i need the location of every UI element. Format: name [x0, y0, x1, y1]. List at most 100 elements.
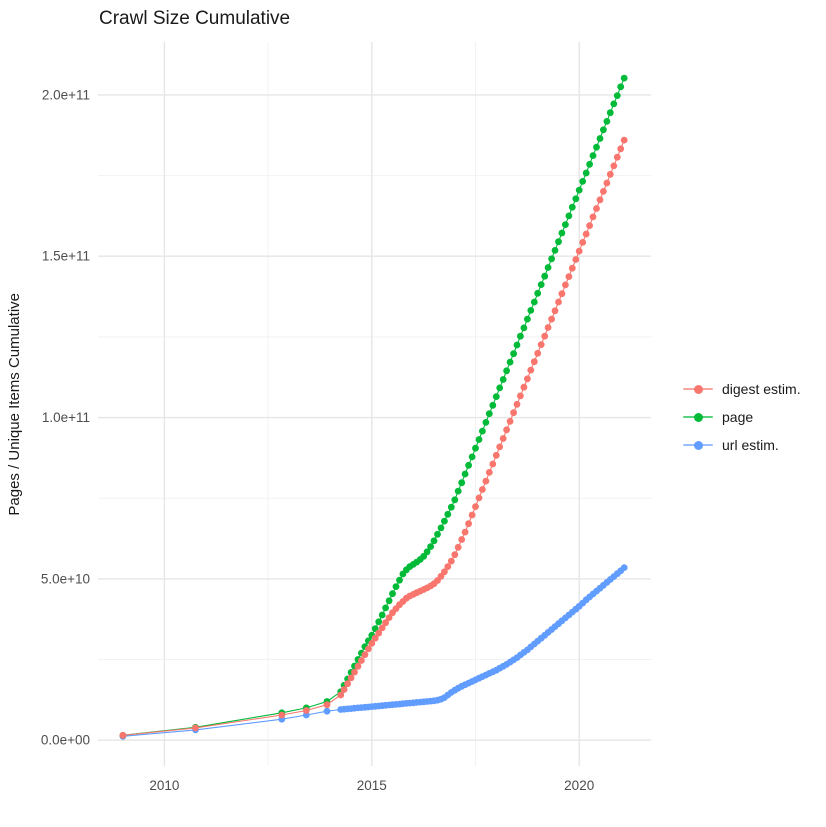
data-point: [568, 203, 576, 211]
data-point: [603, 179, 611, 187]
data-point: [437, 524, 445, 532]
data-point: [278, 711, 286, 719]
legend: digest estim. page url estim.: [683, 380, 801, 454]
data-point: [465, 461, 472, 469]
data-point: [510, 409, 517, 417]
data-point: [503, 426, 510, 434]
data-point: [351, 668, 358, 676]
data-point: [485, 410, 493, 418]
data-point: [517, 332, 524, 340]
data-point: [337, 691, 345, 699]
data-point: [382, 619, 389, 627]
data-point: [192, 724, 199, 732]
data-point: [596, 196, 604, 204]
data-point: [606, 109, 614, 117]
series-url-estim: [119, 564, 628, 740]
data-point: [568, 264, 576, 272]
data-point: [368, 640, 376, 647]
data-point: [479, 486, 486, 493]
data-point: [593, 143, 600, 151]
data-point: [575, 247, 583, 255]
data-point: [392, 583, 400, 590]
y-axis-tick-labels: 0.0e+00 5.0e+10 1.0e+11 1.5e+11 2.0e+11: [41, 87, 90, 747]
data-point: [382, 604, 389, 612]
data-point: [534, 289, 542, 297]
data-point: [555, 238, 562, 246]
data-point: [340, 686, 348, 693]
series-page: [119, 74, 628, 739]
gridlines-minor: [98, 42, 651, 766]
legend-key-digest-estim: [683, 380, 713, 398]
data-point: [520, 324, 528, 332]
data-point: [558, 229, 566, 237]
data-point: [524, 375, 531, 383]
x-axis-tick-labels: 2010 2015 2020: [149, 778, 594, 793]
data-point: [451, 551, 459, 559]
legend-key-url-estim: [683, 436, 713, 454]
data-point: [475, 436, 483, 443]
data-point: [503, 367, 510, 375]
y-axis-title-text: Pages / Unique Items Cumulative: [5, 292, 23, 516]
data-point: [302, 707, 310, 714]
data-point: [544, 264, 552, 271]
data-point: [586, 222, 593, 230]
data-point: [472, 444, 479, 452]
data-point: [482, 419, 490, 426]
data-point: [537, 341, 545, 348]
data-point: [527, 366, 535, 374]
data-point: [454, 543, 462, 551]
data-point: [444, 563, 452, 570]
data-point: [537, 281, 545, 288]
y-tick-label: 0.0e+00: [41, 733, 90, 748]
data-point: [513, 341, 521, 349]
data-point: [465, 520, 472, 528]
data-point: [378, 624, 386, 632]
data-point: [492, 451, 500, 459]
data-point: [613, 153, 621, 161]
x-tick-label: 2010: [149, 778, 179, 793]
data-point: [562, 221, 569, 229]
data-point: [613, 92, 621, 99]
data-point: [596, 135, 604, 142]
data-point: [610, 162, 618, 170]
data-point: [530, 298, 538, 306]
legend-dot-icon: [694, 385, 703, 394]
data-point: [544, 324, 552, 331]
data-point: [558, 290, 566, 298]
data-point: [575, 186, 583, 194]
data-point: [461, 470, 469, 478]
data-point: [427, 543, 434, 550]
data-point: [344, 680, 351, 688]
gridlines-major: [98, 42, 651, 766]
data-point: [572, 195, 580, 203]
data-point: [586, 160, 593, 168]
data-point: [510, 350, 517, 358]
data-point: [365, 645, 372, 653]
data-point: [434, 530, 441, 538]
data-point: [385, 597, 393, 605]
data-point: [572, 256, 580, 263]
data-point: [555, 298, 562, 306]
data-point: [461, 528, 469, 536]
data-point: [562, 281, 569, 289]
legend-label: url estim.: [722, 437, 779, 453]
data-point: [371, 634, 379, 642]
data-point: [506, 358, 514, 366]
data-point: [565, 273, 573, 280]
data-point: [548, 315, 555, 323]
y-tick-label: 2.0e+11: [42, 87, 90, 102]
y-axis-title: Pages / Unique Items Cumulative: [2, 42, 26, 766]
data-point: [430, 537, 438, 545]
data-point: [447, 557, 455, 565]
data-point: [579, 239, 587, 246]
data-point: [472, 503, 479, 510]
data-point: [534, 349, 542, 357]
data-point: [499, 435, 507, 442]
data-point: [468, 453, 476, 461]
data-point: [479, 427, 486, 435]
data-point: [489, 460, 497, 468]
data-point: [119, 731, 127, 739]
data-point: [358, 657, 365, 664]
data-point: [385, 614, 393, 621]
data-point: [551, 307, 559, 315]
